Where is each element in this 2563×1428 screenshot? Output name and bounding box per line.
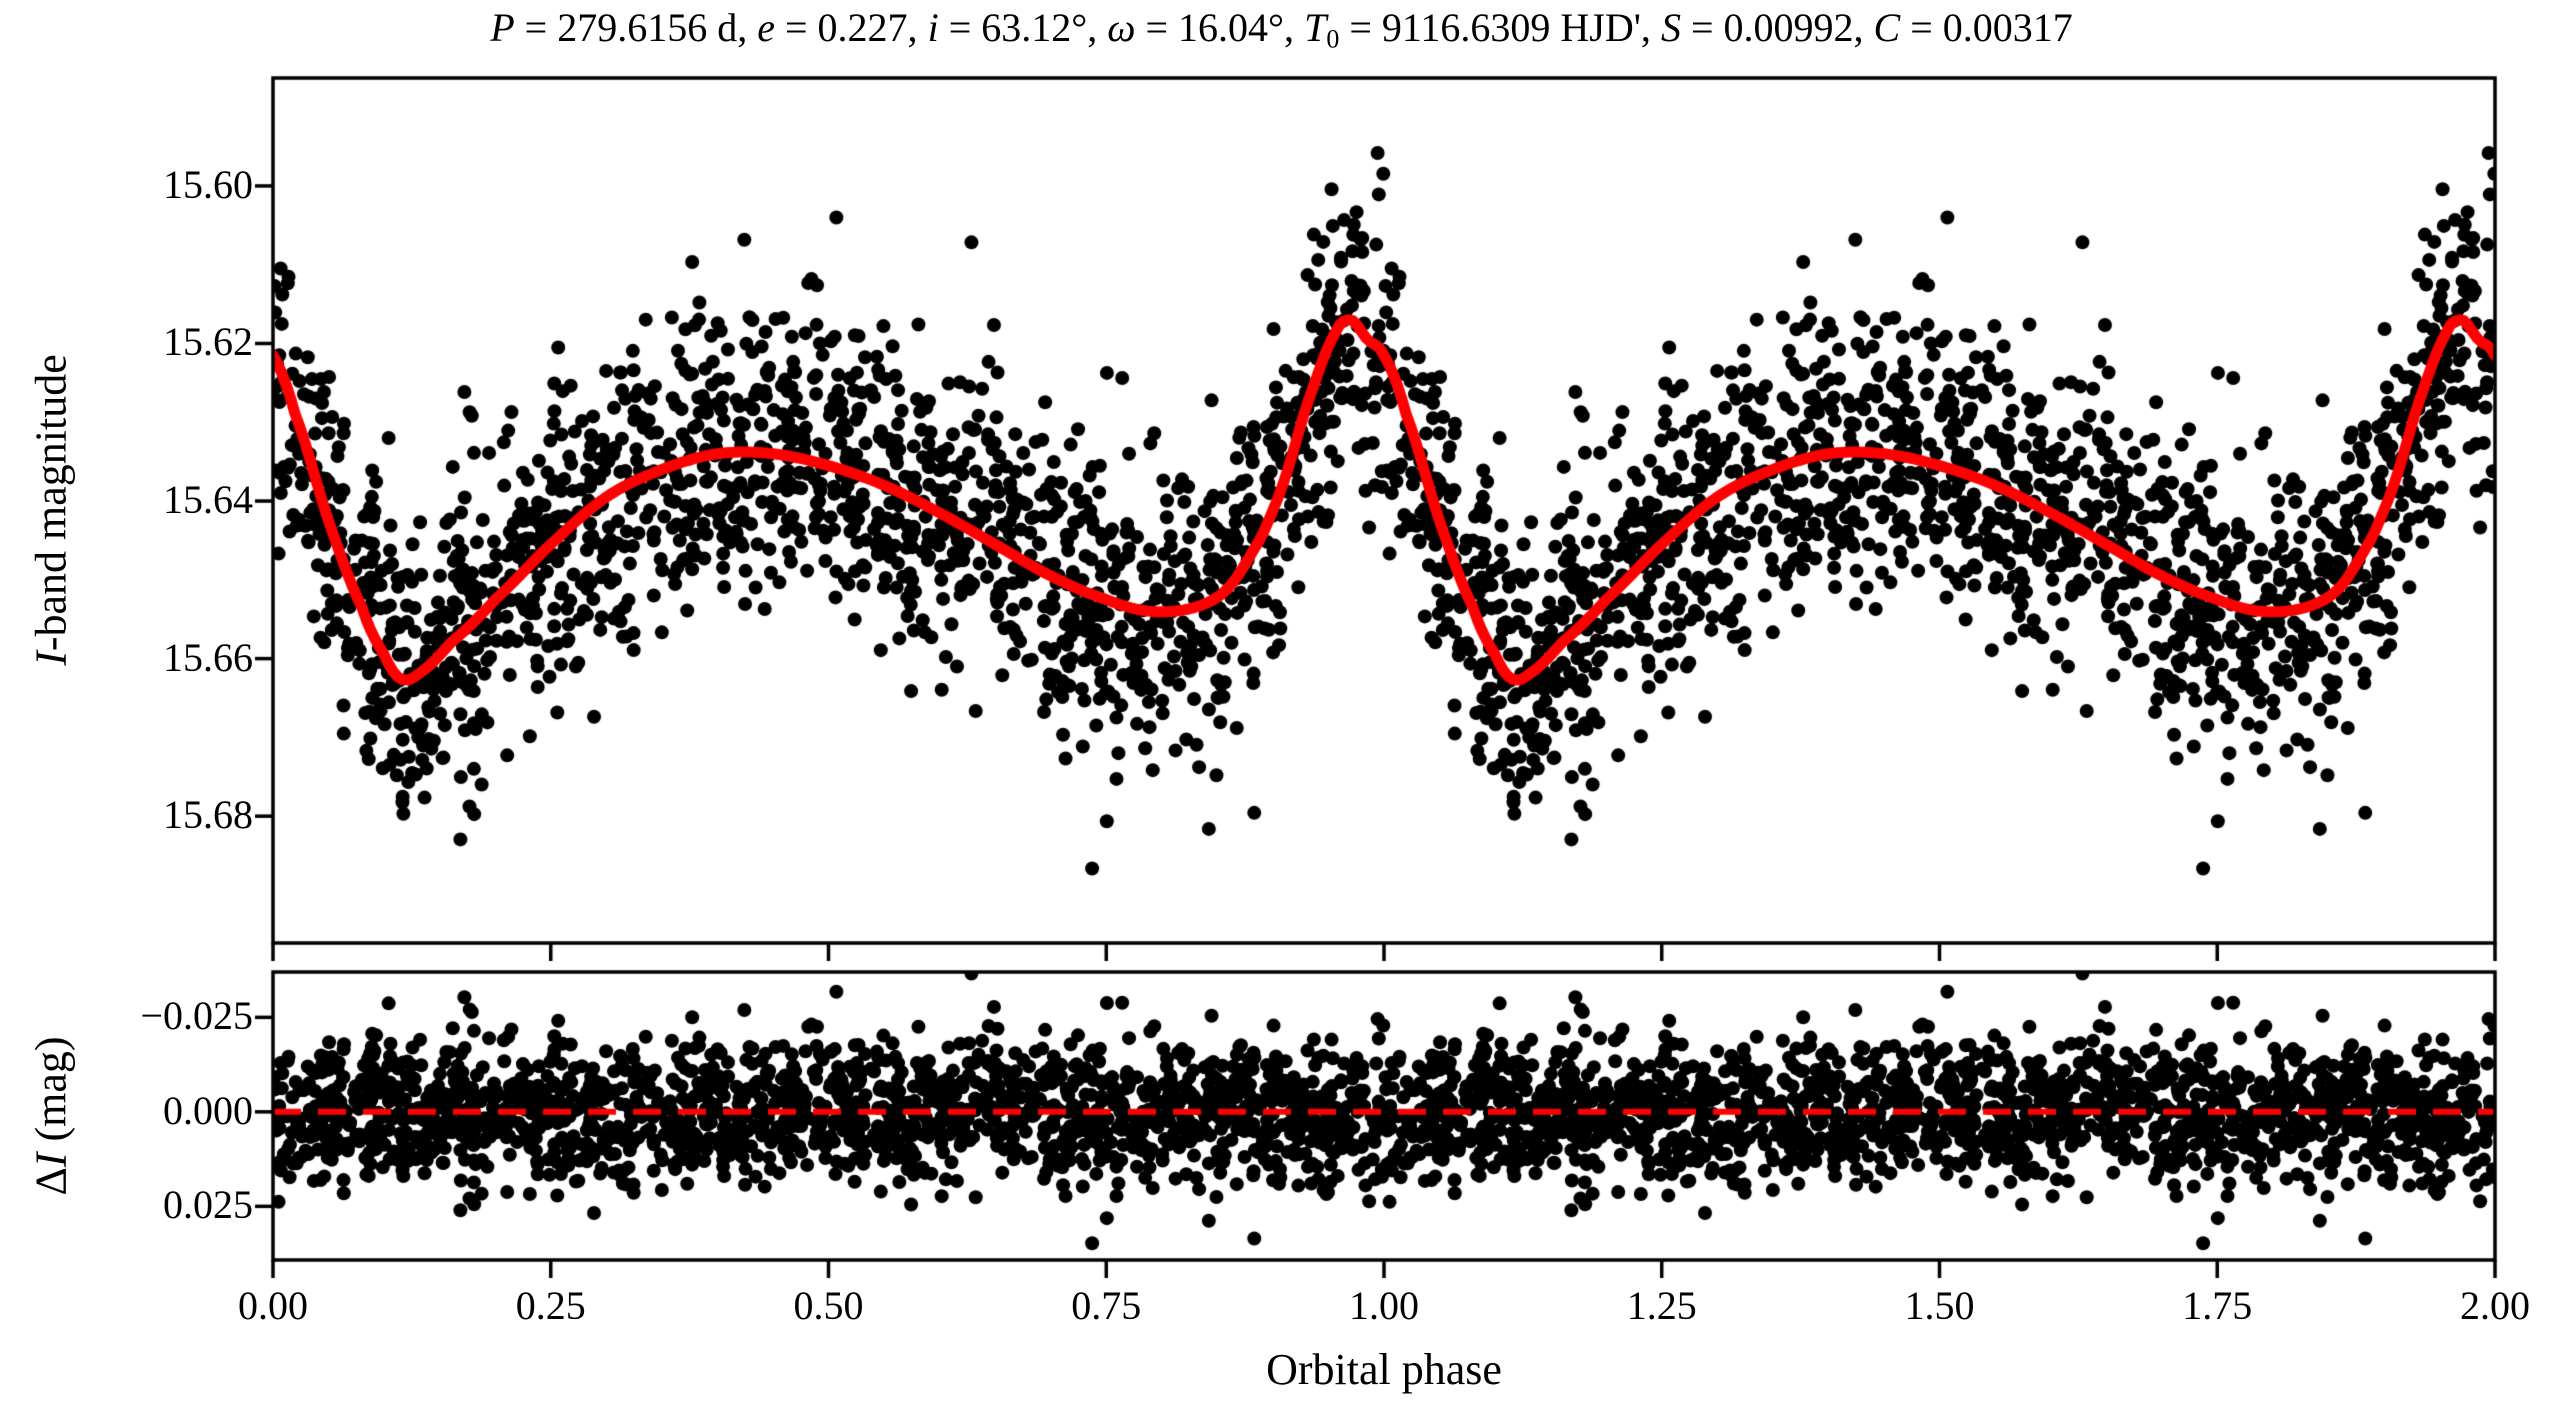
x-tick-label: 0.75: [1071, 1283, 1142, 1328]
y-tick-label: 15.60: [163, 162, 253, 208]
y-axis-label-residual: ΔI (mag): [26, 1036, 77, 1195]
y-axis-label-magnitude: I-band magnitude: [26, 354, 77, 666]
text-segment: I: [26, 1152, 76, 1168]
text-segment: = 9116.6309 HJD',: [1339, 5, 1661, 50]
text-segment: Δ: [26, 1167, 76, 1196]
x-tick-label: 1.75: [2182, 1283, 2253, 1328]
text-segment: = 63.12°,: [938, 5, 1108, 50]
x-tick-label: 0.25: [515, 1283, 586, 1328]
text-segment: = 0.227,: [775, 5, 928, 50]
text-segment: = 279.6156 d,: [514, 5, 758, 50]
text-segment: = 0.00992,: [1680, 5, 1874, 50]
y-tick-label: 15.64: [163, 477, 253, 523]
y-tick-label: 15.68: [163, 792, 253, 838]
x-tick-label: 1.00: [1349, 1283, 1419, 1328]
y-tick-label: 0.025: [163, 1182, 253, 1228]
text-segment: e: [757, 5, 775, 50]
y-tick-label: 0.000: [163, 1087, 253, 1133]
x-tick-label: 2.00: [2460, 1283, 2530, 1328]
x-axis-label: Orbital phase: [1266, 1345, 1502, 1394]
text-segment: 0: [1326, 24, 1340, 54]
text-segment: T: [1304, 5, 1327, 50]
text-segment: C: [1873, 5, 1901, 50]
text-segment: -band magnitude: [26, 354, 76, 652]
text-segment: (mag): [26, 1036, 76, 1153]
text-segment: P: [490, 5, 515, 50]
y-tick-label: 15.62: [163, 319, 253, 365]
text-segment: ω: [1107, 5, 1136, 50]
x-tick-label: 0.50: [793, 1283, 864, 1328]
text-segment: S: [1660, 5, 1681, 50]
text-segment: = 16.04°,: [1135, 5, 1305, 50]
y-tick-label: −0.025: [140, 993, 253, 1039]
text-segment: I: [26, 651, 76, 666]
x-tick-label: 1.50: [1904, 1283, 1975, 1328]
text-segment: = 0.00317: [1900, 5, 2073, 50]
text-segment: i: [927, 5, 939, 50]
x-tick-label: 0.00: [238, 1283, 308, 1328]
plot-title: P = 279.6156 d, e = 0.227, i = 63.12°, ω…: [0, 4, 2563, 55]
y-tick-label: 15.66: [163, 634, 253, 680]
x-tick-label: 1.25: [1626, 1283, 1697, 1328]
